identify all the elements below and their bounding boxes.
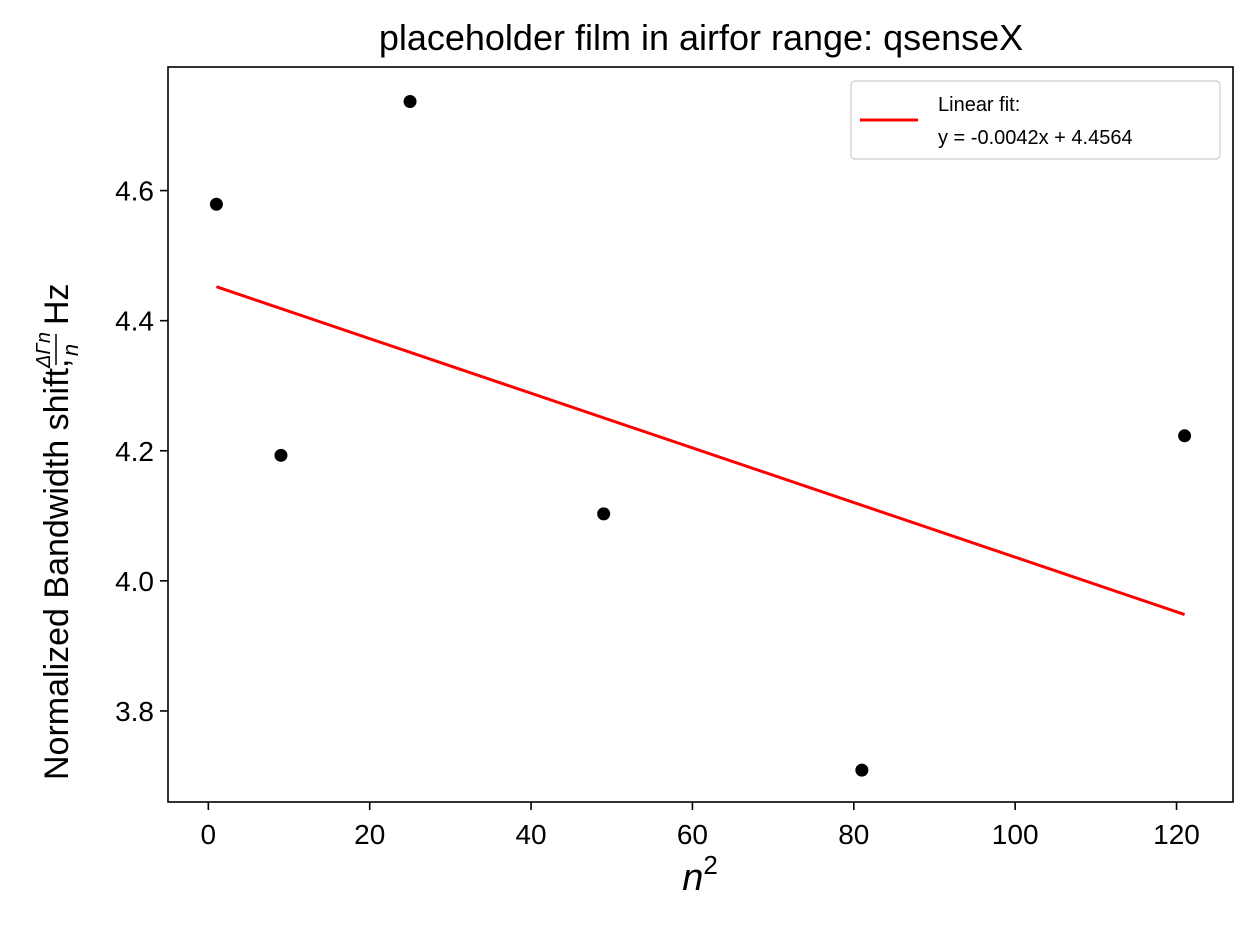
x-tick-label: 60 bbox=[677, 819, 708, 850]
data-point-2 bbox=[274, 448, 288, 462]
x-axis: 0 20 40 60 80 100 120 bbox=[201, 802, 1200, 850]
x-tick-label: 0 bbox=[201, 819, 217, 850]
y-axis-label-text: Normalized Bandwidth shift, bbox=[38, 359, 76, 780]
plot-area bbox=[209, 94, 1192, 777]
plot-frame bbox=[167, 66, 1234, 803]
data-point-5 bbox=[855, 763, 869, 777]
y-axis-label-denominator: n bbox=[58, 344, 83, 356]
y-axis-label: Normalized Bandwidth shift, ΔΓn n Hz bbox=[33, 283, 83, 780]
y-tick-label: 3.8 bbox=[115, 696, 154, 727]
legend-label-line2: y = -0.0042x + 4.4564 bbox=[938, 127, 1133, 149]
legend-label-line1: Linear fit: bbox=[938, 94, 1020, 116]
fit-line bbox=[215, 285, 1186, 616]
y-tick-label: 4.0 bbox=[115, 566, 154, 597]
y-tick-label: 4.6 bbox=[115, 176, 154, 207]
x-tick-label: 80 bbox=[838, 819, 869, 850]
x-tick-label: 120 bbox=[1153, 819, 1200, 850]
y-axis: 3.8 4.0 4.2 4.4 4.6 bbox=[115, 176, 168, 727]
x-tick-label: 40 bbox=[515, 819, 546, 850]
x-axis-label-superscript: 2 bbox=[703, 850, 717, 880]
x-tick-label: 100 bbox=[992, 819, 1039, 850]
data-point-3 bbox=[403, 94, 417, 108]
y-axis-label-unit: Hz bbox=[38, 283, 76, 325]
data-point-6 bbox=[1178, 429, 1192, 443]
y-tick-label: 4.4 bbox=[115, 306, 154, 337]
y-tick-label: 4.2 bbox=[115, 436, 154, 467]
legend-box bbox=[850, 80, 1221, 160]
x-axis-label: n2 bbox=[682, 850, 718, 899]
x-axis-label-base: n bbox=[682, 857, 703, 899]
data-point-1 bbox=[209, 197, 223, 211]
x-tick-label: 20 bbox=[354, 819, 385, 850]
chart-title: placeholder film in airfor range: qsense… bbox=[379, 17, 1023, 58]
legend: Linear fit: y = -0.0042x + 4.4564 bbox=[850, 80, 1221, 160]
data-point-4 bbox=[597, 507, 611, 521]
y-axis-label-numerator: ΔΓn bbox=[33, 332, 55, 369]
